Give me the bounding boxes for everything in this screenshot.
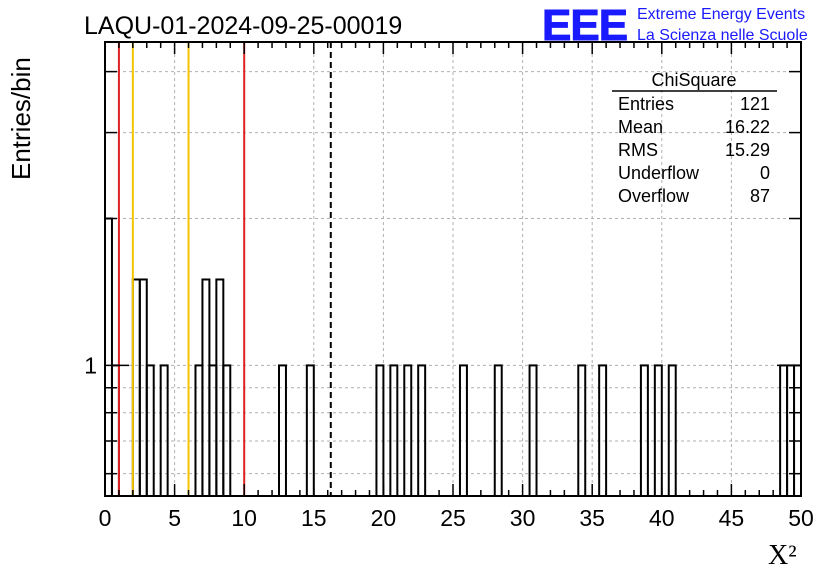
histogram-bar (528, 364, 538, 497)
histogram-bar (417, 364, 427, 497)
y-axis-label: Entries/bin (6, 57, 36, 180)
y-axis-ticks: 1 (84, 70, 801, 475)
stats-row: Underflow 0 (618, 163, 770, 183)
stats-row: Mean 16.22 (618, 117, 770, 137)
histogram-bar (779, 364, 789, 497)
histogram-bar (403, 364, 413, 497)
x-axis-label: X² (768, 540, 797, 571)
stats-value: 0 (760, 163, 770, 183)
x-axis-ticks: 0 5 10 15 20 25 30 35 40 45 50 (99, 42, 814, 531)
stats-value: 16.22 (725, 117, 770, 137)
stats-row: Overflow 87 (618, 186, 770, 206)
histogram-bar (493, 364, 503, 497)
x-tick-label: 10 (231, 505, 257, 531)
x-tick-label: 30 (510, 505, 536, 531)
histogram-bar (793, 364, 802, 497)
chart-title: LAQU-01-2024-09-25-00019 (84, 12, 402, 40)
stats-label: Mean (618, 117, 663, 137)
histogram-bar (577, 364, 587, 497)
x-tick-label: 35 (579, 505, 605, 531)
histogram-bar (667, 364, 677, 497)
histogram-bar (159, 364, 169, 497)
stats-title: ChiSquare (651, 70, 736, 90)
histogram-bar (389, 364, 399, 497)
stats-box: ChiSquare Entries 121 Mean 16.22 RMS 15.… (612, 70, 777, 206)
histogram-bar (458, 364, 468, 497)
histogram-bar (598, 364, 608, 497)
x-tick-label: 5 (168, 505, 181, 531)
x-tick-label: 50 (788, 505, 814, 531)
x-tick-label: 0 (99, 505, 112, 531)
histogram-bar (653, 364, 663, 497)
x-tick-label: 45 (719, 505, 745, 531)
stats-value: 121 (740, 94, 770, 114)
x-tick-label: 15 (301, 505, 327, 531)
eee-logo: EEE Extreme Energy Events La Scienza nel… (542, 1, 808, 51)
histogram-bar (375, 364, 385, 497)
stats-value: 87 (750, 186, 770, 206)
reference-lines (117, 42, 332, 496)
histogram-bar (305, 364, 315, 497)
stats-label: Entries (618, 94, 674, 114)
x-tick-label: 20 (371, 505, 397, 531)
histogram-bar (222, 364, 232, 497)
eee-logo-line1: Extreme Energy Events (637, 6, 805, 23)
stats-row: Entries 121 (618, 94, 770, 114)
histogram-bar (786, 364, 796, 497)
histogram-bar (104, 217, 113, 497)
stats-row: RMS 15.29 (618, 140, 770, 160)
eee-logo-line2: La Scienza nelle Scuole (637, 27, 808, 44)
histogram-bar (639, 364, 649, 497)
histogram-bar (110, 364, 120, 497)
y-tick-label: 1 (84, 352, 97, 378)
histogram-bar (145, 364, 155, 497)
histogram-bar (278, 364, 287, 497)
histogram-bar (208, 364, 218, 497)
stats-label: Underflow (618, 163, 700, 183)
stats-value: 15.29 (725, 140, 770, 160)
x-tick-label: 25 (440, 505, 466, 531)
x-tick-label: 40 (649, 505, 675, 531)
histogram-bar (194, 364, 204, 497)
stats-label: RMS (618, 140, 658, 160)
stats-label: Overflow (618, 186, 690, 206)
